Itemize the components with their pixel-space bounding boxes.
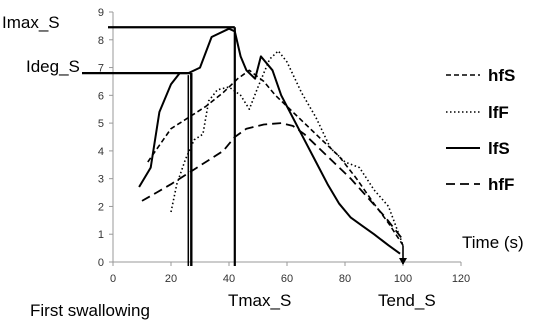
first-swallowing-label: First swallowing bbox=[30, 301, 150, 320]
y-tick-label: 5 bbox=[98, 118, 104, 130]
series-layer bbox=[138, 27, 404, 255]
y-tick-label: 9 bbox=[98, 7, 104, 19]
series-line-hfs bbox=[147, 69, 404, 246]
imax-label: Imax_S bbox=[2, 13, 60, 32]
axes-layer: 0 1 2 3 4 5 6 7 8 9 0 20 40 60 80 100 120 bbox=[98, 7, 470, 285]
tend-label: Tend_S bbox=[378, 291, 436, 310]
x-tick-label: 40 bbox=[223, 273, 235, 285]
x-tick-label: 100 bbox=[394, 273, 412, 285]
y-tick-label: 7 bbox=[98, 63, 104, 75]
y-tick-label: 2 bbox=[98, 201, 104, 213]
tmax-label: Tmax_S bbox=[228, 291, 291, 310]
ideg-label: Ideg_S bbox=[26, 57, 80, 76]
x-tick-label: 60 bbox=[281, 273, 293, 285]
legend-label-lfs: lfS bbox=[488, 139, 510, 158]
x-tick-label: 80 bbox=[339, 273, 351, 285]
y-tick-label: 8 bbox=[98, 35, 104, 47]
x-tick-label: 20 bbox=[165, 273, 177, 285]
annotation-layer: Imax_S Ideg_S First swallowing Tmax_S Te… bbox=[2, 13, 524, 320]
legend-label-lff: lfF bbox=[488, 103, 509, 122]
legend-label-hff: hfF bbox=[488, 175, 514, 194]
y-tick-label: 0 bbox=[98, 257, 104, 269]
x-axis-label: Time (s) bbox=[462, 233, 524, 252]
x-tick-label: 120 bbox=[452, 273, 470, 285]
y-tick-label: 6 bbox=[98, 90, 104, 102]
legend-label-hfs: hfS bbox=[488, 66, 515, 85]
legend: hfS lfF lfS hfF bbox=[446, 66, 515, 194]
tend-arrow-head bbox=[399, 258, 407, 265]
series-line-lff bbox=[170, 50, 404, 246]
y-tick-label: 1 bbox=[98, 229, 104, 241]
series-line-lfs bbox=[138, 27, 401, 255]
x-tick-label: 0 bbox=[110, 273, 116, 285]
y-tick-label: 4 bbox=[98, 146, 104, 158]
y-tick-label: 3 bbox=[98, 174, 104, 186]
series-line-hff bbox=[141, 122, 404, 241]
